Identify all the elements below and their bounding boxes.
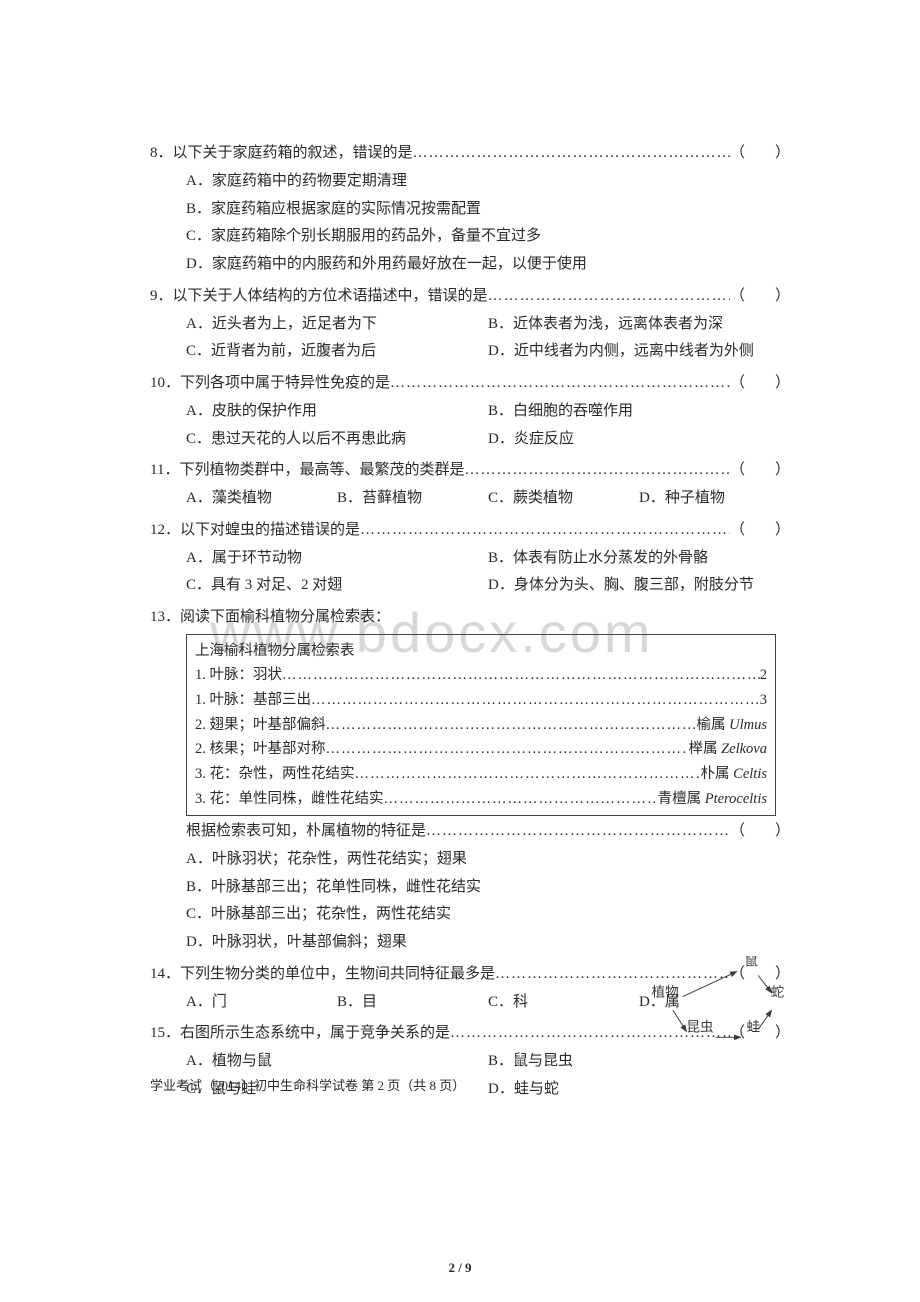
question-stem: 9．以下关于人体结构的方位术语描述中，错误的是……………………………………………… <box>150 283 790 311</box>
option: B．近体表者为浅，远离体表者为深 <box>488 311 790 339</box>
option: C．具有 3 对足、2 对翅 <box>186 572 488 600</box>
option: A．叶脉羽状；花杂性，两性花结实；翅果 <box>186 846 790 874</box>
question-stem: 12．以下对蝗虫的描述错误的是…………………………………………………………………… <box>150 517 790 545</box>
options: A．门B．目C．科D．属 <box>150 989 790 1017</box>
question-stem: 10．下列各项中属于特异性免疫的是……………………………………………………………… <box>150 370 790 398</box>
table-row: 2. 核果；叶基部对称……………………………………………………………………………… <box>195 737 767 762</box>
option: D．近中线者为内侧，远离中线者为外侧 <box>488 338 790 366</box>
option: A．藻类植物 <box>186 485 337 513</box>
question-stem: 8．以下关于家庭药箱的叙述，错误的是…………………………………………………………… <box>150 140 790 168</box>
question: 13．阅读下面榆科植物分属检索表：上海榆科植物分属检索表1. 叶脉：羽状…………… <box>150 604 790 957</box>
option: C．家庭药箱除个别长期服用的药品外，备量不宜过多 <box>186 223 790 251</box>
question: 11．下列植物类群中，最高等、最繁茂的类群是………………………………………………… <box>150 457 790 513</box>
option: B．家庭药箱应根据家庭的实际情况按需配置 <box>186 196 790 224</box>
option: C．鼠与蛙 <box>186 1076 488 1104</box>
option: C．叶脉基部三出；花杂性，两性花结实 <box>186 901 790 929</box>
question: 15．右图所示生态系统中，属于竞争关系的是…………………………………………………… <box>150 1020 790 1103</box>
key-table: 上海榆科植物分属检索表1. 叶脉：羽状………………………………………………………… <box>186 634 776 816</box>
option: D．叶脉羽状，叶基部偏斜；翅果 <box>186 929 790 957</box>
options: A．皮肤的保护作用B．白细胞的吞噬作用C．患过天花的人以后不再患此病D．炎症反应 <box>150 398 790 454</box>
option: C．患过天花的人以后不再患此病 <box>186 426 488 454</box>
table-row: 3. 花：单性同株，雌性花结实…………………………………………………………………… <box>195 787 767 812</box>
option: A．植物与鼠 <box>186 1048 488 1076</box>
question-stem: 根据检索表可知，朴属植物的特征是………………………………………………………………… <box>150 818 790 846</box>
options: A．藻类植物B．苔藓植物C．蕨类植物D．种子植物 <box>150 485 790 513</box>
question-stem: 14．下列生物分类的单位中，生物间共同特征最多是…………………………………………… <box>150 961 790 989</box>
option: C．科 <box>488 989 639 1017</box>
question-stem: 11．下列植物类群中，最高等、最繁茂的类群是………………………………………………… <box>150 457 790 485</box>
option: B．叶脉基部三出；花单性同株，雌性花结实 <box>186 874 790 902</box>
option: B．苔藓植物 <box>337 485 488 513</box>
table-title: 上海榆科植物分属检索表 <box>195 639 767 664</box>
option: A．近头者为上，近足者为下 <box>186 311 488 339</box>
table-row: 2. 翅果；叶基部偏斜……………………………………………………………………………… <box>195 713 767 738</box>
table-row: 1. 叶脉：基部三出………………………………………………………………………………… <box>195 688 767 713</box>
option: A．家庭药箱中的药物要定期清理 <box>186 168 790 196</box>
option: A．皮肤的保护作用 <box>186 398 488 426</box>
option: C．近背者为前，近腹者为后 <box>186 338 488 366</box>
option: B．体表有防止水分蒸发的外骨骼 <box>488 545 790 573</box>
option: D．身体分为头、胸、腹三部，附肢分节 <box>488 572 790 600</box>
question: 14．下列生物分类的单位中，生物间共同特征最多是…………………………………………… <box>150 961 790 1017</box>
page-number: 2 / 9 <box>0 1260 920 1276</box>
option: A．门 <box>186 989 337 1017</box>
option: A．属于环节动物 <box>186 545 488 573</box>
option: D．家庭药箱中的内服药和外用药最好放在一起，以便于使用 <box>186 251 790 279</box>
table-row: 1. 叶脉：羽状……………………………………………………………………………………… <box>195 663 767 688</box>
options: A．叶脉羽状；花杂性，两性花结实；翅果B．叶脉基部三出；花单性同株，雌性花结实C… <box>150 846 790 957</box>
table-row: 3. 花：杂性，两性花结实………………………………………………………………………… <box>195 762 767 787</box>
option: D．属 <box>639 989 790 1017</box>
option: B．鼠与昆虫 <box>488 1048 790 1076</box>
question: 12．以下对蝗虫的描述错误的是…………………………………………………………………… <box>150 517 790 600</box>
option: D．种子植物 <box>639 485 790 513</box>
options: A．属于环节动物B．体表有防止水分蒸发的外骨骼C．具有 3 对足、2 对翅D．身… <box>150 545 790 601</box>
options: A．植物与鼠B．鼠与昆虫C．鼠与蛙D．蛙与蛇 <box>150 1048 790 1104</box>
option: C．蕨类植物 <box>488 485 639 513</box>
options: A．近头者为上，近足者为下B．近体表者为浅，远离体表者为深C．近背者为前，近腹者… <box>150 311 790 367</box>
question-stem-pre: 13．阅读下面榆科植物分属检索表： <box>150 604 790 632</box>
options: A．家庭药箱中的药物要定期清理B．家庭药箱应根据家庭的实际情况按需配置C．家庭药… <box>150 168 790 279</box>
option: D．炎症反应 <box>488 426 790 454</box>
option: B．白细胞的吞噬作用 <box>488 398 790 426</box>
option: D．蛙与蛇 <box>488 1076 790 1104</box>
option: B．目 <box>337 989 488 1017</box>
question: 8．以下关于家庭药箱的叙述，错误的是…………………………………………………………… <box>150 140 790 279</box>
exam-content: 8．以下关于家庭药箱的叙述，错误的是…………………………………………………………… <box>150 140 790 1104</box>
question: 9．以下关于人体结构的方位术语描述中，错误的是……………………………………………… <box>150 283 790 366</box>
question: 10．下列各项中属于特异性免疫的是……………………………………………………………… <box>150 370 790 453</box>
question-stem: 15．右图所示生态系统中，属于竞争关系的是…………………………………………………… <box>150 1020 790 1048</box>
